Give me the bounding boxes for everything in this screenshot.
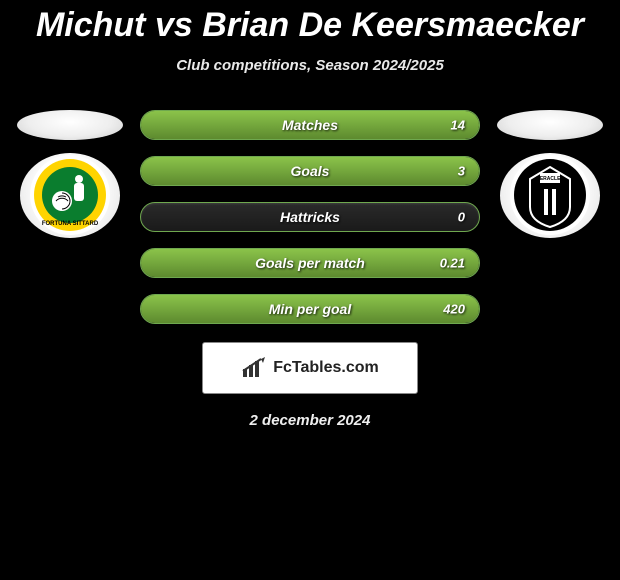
brand-box[interactable]: FcTables.com [202,342,418,394]
right-player-avatar [497,110,603,140]
stat-value-right: 420 [443,302,465,317]
stat-label: Goals per match [255,255,365,271]
right-club-logo: HERACLES [500,153,600,238]
stat-label: Hattricks [280,209,340,225]
svg-text:FORTUNA SITTARD: FORTUNA SITTARD [42,221,99,227]
stat-label: Min per goal [269,301,351,317]
stat-label: Goals [291,163,330,179]
subtitle: Club competitions, Season 2024/2025 [0,57,620,74]
left-player-avatar [17,110,123,140]
right-player-column: HERACLES [490,110,610,238]
left-player-column: FORTUNA SITTARD [10,110,130,238]
stat-bar: Goals per match 0.21 [140,248,480,278]
brand-chart-icon [241,357,267,379]
page-title: Michut vs Brian De Keersmaecker [0,0,620,45]
stat-bar: Min per goal 420 [140,294,480,324]
stats-column: Matches 14 Goals 3 Hattricks 0 Goals per match… [140,110,480,324]
stat-value-right: 14 [451,118,465,133]
brand-text: FcTables.com [273,359,379,377]
stat-bar: Goals 3 [140,156,480,186]
svg-text:HERACLES: HERACLES [536,176,564,182]
stat-label: Matches [282,117,338,133]
left-club-logo: FORTUNA SITTARD [20,153,120,238]
stat-value-right: 0.21 [440,256,465,271]
stat-bar: Hattricks 0 [140,202,480,232]
stat-bar: Matches 14 [140,110,480,140]
stat-value-right: 0 [458,210,465,225]
date-line: 2 december 2024 [0,412,620,429]
comparison-row: FORTUNA SITTARD Matches 14 Goals 3 Hattricks… [0,110,620,324]
stat-value-right: 3 [458,164,465,179]
